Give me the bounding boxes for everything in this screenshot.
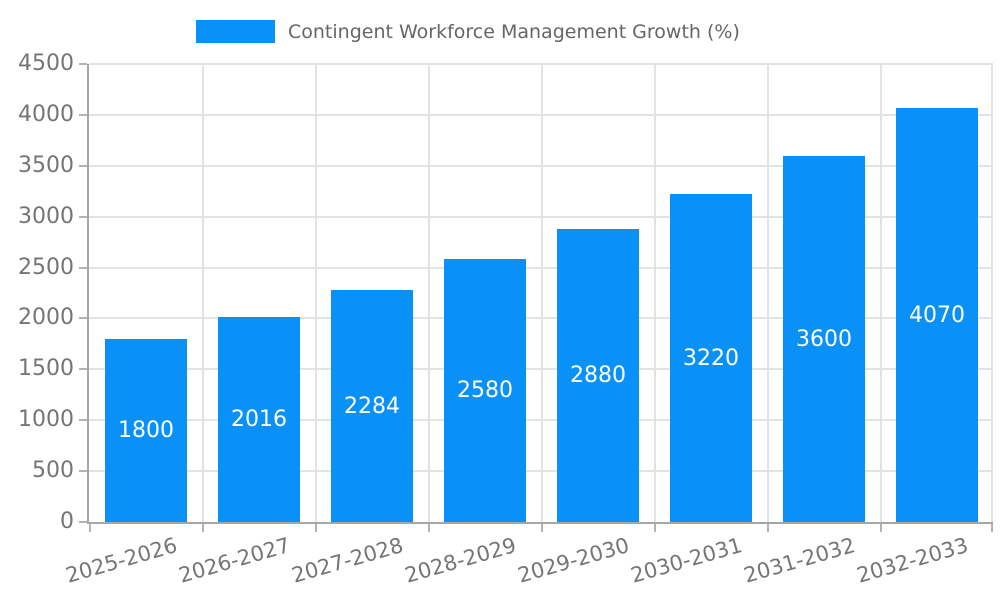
legend-swatch-icon xyxy=(196,20,275,43)
x-axis-tick xyxy=(767,524,769,532)
x-axis-tick xyxy=(880,524,882,532)
x-axis-tick xyxy=(541,524,543,532)
gridline-vertical xyxy=(767,64,769,522)
x-tick-label: 2029-2030 xyxy=(514,533,632,588)
y-axis-tick xyxy=(79,317,87,319)
legend-label: Contingent Workforce Management Growth (… xyxy=(288,20,740,43)
x-tick-label: 2032-2033 xyxy=(853,533,971,588)
y-axis-tick xyxy=(79,63,87,65)
y-axis-tick xyxy=(79,267,87,269)
y-tick-label: 4500 xyxy=(18,51,74,76)
y-tick-label: 0 xyxy=(60,509,74,534)
bar-value-label: 2880 xyxy=(570,363,626,388)
y-axis-tick xyxy=(79,114,87,116)
y-tick-label: 1500 xyxy=(18,356,74,381)
y-axis-tick xyxy=(79,216,87,218)
x-axis-tick xyxy=(654,524,656,532)
x-axis-tick xyxy=(202,524,204,532)
legend[interactable]: Contingent Workforce Management Growth (… xyxy=(196,18,740,45)
gridline-vertical xyxy=(541,64,543,522)
bar: 2016 xyxy=(218,317,300,522)
bar-value-label: 2580 xyxy=(457,378,513,403)
gridline-vertical xyxy=(202,64,204,522)
bar-value-label: 2284 xyxy=(344,393,400,419)
gridline-vertical xyxy=(654,64,656,522)
gridline-vertical xyxy=(991,64,993,522)
gridline-vertical xyxy=(428,64,430,522)
y-axis-tick xyxy=(79,165,87,167)
bar-value-label: 3220 xyxy=(683,345,739,371)
y-axis-tick xyxy=(79,521,87,523)
bar: 4070 xyxy=(896,108,978,522)
bar-value-label: 4070 xyxy=(909,302,965,328)
bar: 2284 xyxy=(331,290,413,522)
bar-value-label: 1800 xyxy=(118,418,174,443)
x-tick-label: 2031-2032 xyxy=(740,533,858,588)
bar-value-label: 3600 xyxy=(796,326,852,352)
bar-value-label: 2016 xyxy=(231,407,287,432)
x-axis: 2025-2026 2026-2027 2027-2028 2028-2029 2029… xyxy=(0,533,1000,600)
y-axis-tick xyxy=(79,470,87,472)
x-axis-tick xyxy=(315,524,317,532)
y-axis-tick xyxy=(79,419,87,421)
gridline-vertical xyxy=(880,64,882,522)
x-tick-label: 2026-2027 xyxy=(175,533,293,588)
y-tick-label: 3500 xyxy=(18,153,74,178)
y-tick-label: 4000 xyxy=(18,102,74,127)
bar: 2880 xyxy=(557,229,639,522)
y-axis-tick xyxy=(79,368,87,370)
x-tick-label: 2030-2031 xyxy=(627,533,745,588)
y-tick-label: 500 xyxy=(32,458,74,483)
x-tick-label: 2027-2028 xyxy=(288,533,406,588)
x-axis-tick xyxy=(991,524,993,532)
bar: 1800 xyxy=(105,339,187,522)
x-axis-tick xyxy=(428,524,430,532)
y-tick-label: 3000 xyxy=(18,204,74,229)
bar: 2580 xyxy=(444,259,526,522)
bar: 3220 xyxy=(670,194,752,522)
x-tick-label: 2028-2029 xyxy=(401,533,519,588)
y-axis: 0 500 1000 1500 2000 2500 3000 3500 4000 4500 xyxy=(0,53,74,533)
plot-area: 1800 2016 2284 2580 2880 3220 3600 4070 xyxy=(79,63,993,532)
x-tick-label: 2025-2026 xyxy=(62,533,180,588)
y-tick-label: 2500 xyxy=(18,255,74,280)
x-axis-tick xyxy=(89,524,91,532)
y-tick-label: 2000 xyxy=(18,305,74,330)
gridline-vertical xyxy=(315,64,317,522)
y-tick-label: 1000 xyxy=(18,407,74,432)
bar: 3600 xyxy=(783,156,865,522)
